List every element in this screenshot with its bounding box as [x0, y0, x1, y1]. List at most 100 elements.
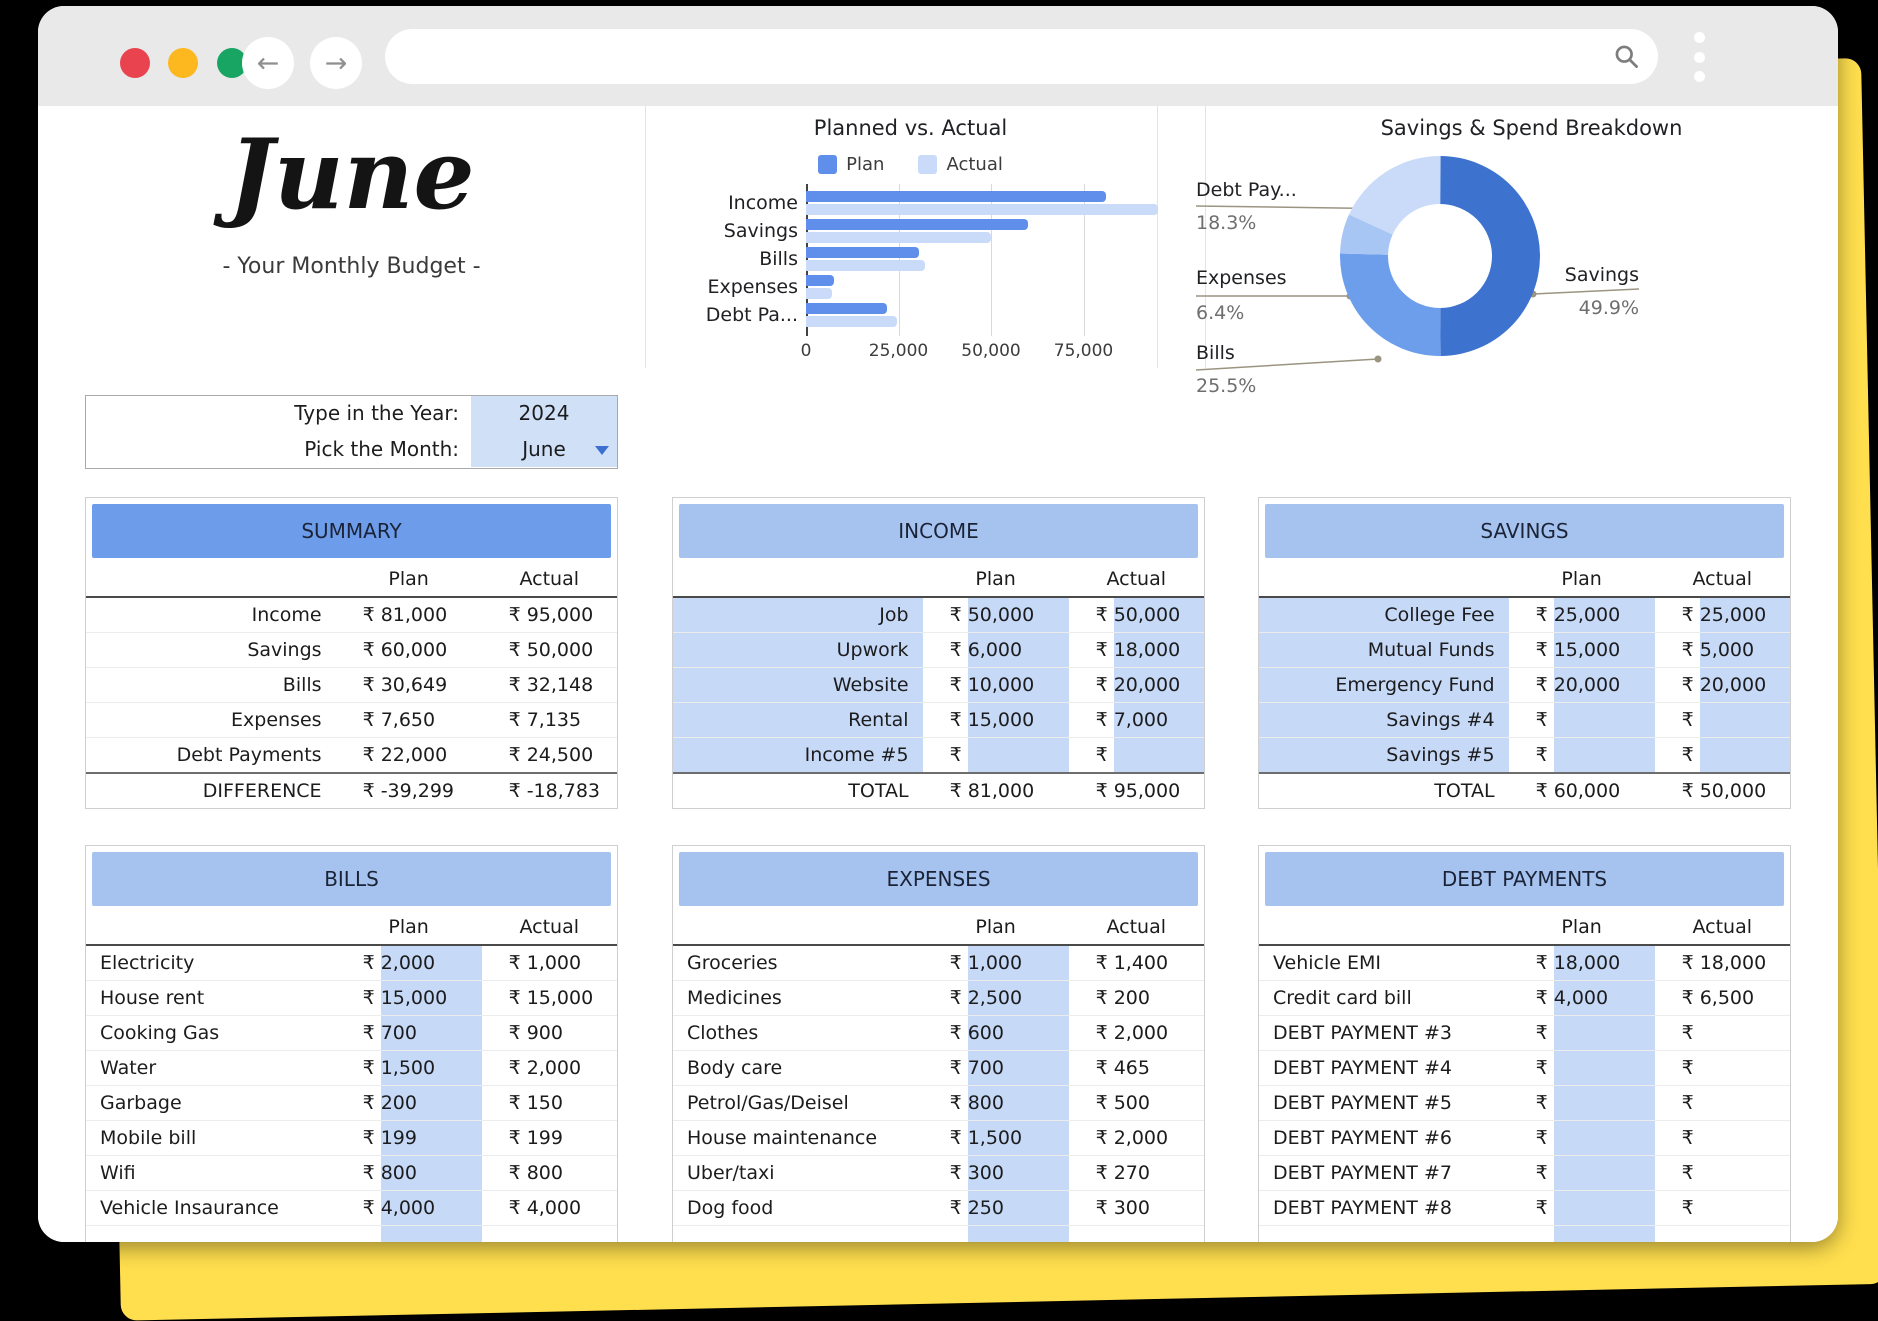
plan-value-cell[interactable]: 15,000	[967, 703, 1069, 737]
row-label-cell[interactable]: House maintenance	[687, 1127, 878, 1149]
plan-value-cell[interactable]: 25,000	[1553, 598, 1655, 632]
plan-value-cell[interactable]: 800	[380, 1156, 482, 1190]
row-label-cell[interactable]: Rental	[673, 703, 923, 737]
actual-value-cell[interactable]: 1,000	[526, 952, 582, 974]
row-label-cell[interactable]: Uber/taxi	[687, 1162, 775, 1184]
actual-value-cell[interactable]	[1699, 703, 1790, 737]
actual-value-cell[interactable]: -18,783	[526, 780, 601, 802]
row-label-cell[interactable]: Water	[100, 1057, 157, 1079]
row-label-cell[interactable]: Savings #4	[1259, 703, 1509, 737]
row-label-cell[interactable]: TOTAL	[1259, 774, 1509, 808]
row-label-cell[interactable]: Petrol/Gas/Deisel	[687, 1092, 849, 1114]
plan-value-cell[interactable]: 1,500	[380, 1051, 482, 1085]
actual-value-cell[interactable]: 95,000	[526, 604, 594, 626]
row-label-cell[interactable]: Body care	[687, 1057, 783, 1079]
plan-value-cell[interactable]: 20,000	[1553, 668, 1655, 702]
row-label-cell[interactable]: Mutual Funds	[1259, 633, 1509, 667]
row-label-cell[interactable]: DEBT PAYMENT #5	[1273, 1092, 1452, 1114]
actual-value-cell[interactable]: 4,000	[526, 1197, 582, 1219]
actual-value-cell[interactable]	[1700, 1016, 1790, 1050]
plan-value-cell[interactable]: 10,000	[967, 668, 1069, 702]
actual-value-cell[interactable]: 50,000	[1699, 774, 1790, 808]
row-label-cell[interactable]: Groceries	[687, 952, 778, 974]
plan-value-cell[interactable]: 600	[967, 1016, 1069, 1050]
actual-value-cell[interactable]	[1700, 1156, 1790, 1190]
row-label-cell[interactable]: Savings #5	[1259, 738, 1509, 772]
row-label-cell[interactable]: Savings	[247, 639, 322, 661]
actual-value-cell[interactable]: 24,500	[526, 744, 594, 766]
row-label-cell[interactable]: Debt Payments	[176, 744, 322, 766]
actual-value-cell[interactable]: 800	[526, 1162, 563, 1184]
plan-value-cell[interactable]: 4,000	[380, 1191, 482, 1225]
actual-value-cell[interactable]: 50,000	[526, 639, 594, 661]
plan-value-cell[interactable]: 60,000	[380, 639, 448, 661]
search-icon[interactable]	[1613, 43, 1640, 70]
actual-value-cell[interactable]: 2,000	[1113, 1022, 1169, 1044]
actual-value-cell[interactable]: 2,000	[1113, 1127, 1169, 1149]
actual-value-cell[interactable]: 32,148	[526, 674, 594, 696]
address-bar[interactable]	[385, 29, 1658, 84]
window-close-button[interactable]	[120, 48, 150, 78]
plan-value-cell[interactable]	[1553, 1016, 1655, 1050]
plan-value-cell[interactable]: 50,000	[967, 598, 1069, 632]
window-minimize-button[interactable]	[168, 48, 198, 78]
plan-value-cell[interactable]: 200	[380, 1086, 482, 1120]
row-label-cell[interactable]: Emergency Fund	[1259, 668, 1509, 702]
plan-value-cell[interactable]: 81,000	[967, 774, 1069, 808]
plan-value-cell[interactable]	[1553, 1191, 1655, 1225]
month-dropdown-cell[interactable]: June	[471, 431, 617, 467]
actual-value-cell[interactable]: 300	[1113, 1197, 1150, 1219]
actual-value-cell[interactable]: 20,000	[1113, 668, 1204, 702]
actual-value-cell[interactable]: 7,135	[526, 709, 582, 731]
row-label-cell[interactable]: DEBT PAYMENT #8	[1273, 1197, 1452, 1219]
plan-value-cell[interactable]: 7,650	[380, 709, 436, 731]
plan-value-cell[interactable]: 2,500	[967, 981, 1069, 1015]
row-label-cell[interactable]: Website	[673, 668, 923, 702]
row-label-cell[interactable]: Upwork	[673, 633, 923, 667]
plan-value-cell[interactable]: 18,000	[1553, 946, 1655, 980]
back-button[interactable]: ←	[242, 37, 294, 89]
actual-value-cell[interactable]: 1,400	[1113, 952, 1169, 974]
plan-value-cell[interactable]: 700	[967, 1051, 1069, 1085]
row-label-cell[interactable]: Wifi	[100, 1162, 136, 1184]
actual-value-cell[interactable]	[1700, 1121, 1790, 1155]
plan-value-cell[interactable]	[1553, 1051, 1655, 1085]
plan-value-cell[interactable]	[1553, 1121, 1655, 1155]
actual-value-cell[interactable]: 199	[526, 1127, 563, 1149]
row-label-cell[interactable]: DEBT PAYMENT #4	[1273, 1057, 1452, 1079]
row-label-cell[interactable]: Income	[251, 604, 322, 626]
actual-value-cell[interactable]	[1113, 738, 1204, 772]
plan-value-cell[interactable]: 22,000	[380, 744, 448, 766]
plan-value-cell[interactable]: 250	[967, 1191, 1069, 1225]
plan-value-cell[interactable]: 2,000	[380, 946, 482, 980]
plan-value-cell[interactable]: 4,000	[1553, 981, 1655, 1015]
row-label-cell[interactable]: Medicines	[687, 987, 782, 1009]
chevron-down-icon[interactable]	[595, 445, 609, 455]
plan-value-cell[interactable]: 700	[380, 1016, 482, 1050]
actual-value-cell[interactable]: 20,000	[1699, 668, 1790, 702]
actual-value-cell[interactable]: 15,000	[526, 987, 594, 1009]
plan-value-cell[interactable]	[1553, 1086, 1655, 1120]
forward-button[interactable]: →	[310, 37, 362, 89]
kebab-menu-icon[interactable]	[1694, 32, 1708, 82]
plan-value-cell[interactable]: 81,000	[380, 604, 448, 626]
row-label-cell[interactable]: Credit card bill	[1273, 987, 1412, 1009]
actual-value-cell[interactable]	[1700, 1051, 1790, 1085]
actual-value-cell[interactable]	[1699, 738, 1790, 772]
actual-value-cell[interactable]: 50,000	[1113, 598, 1204, 632]
row-label-cell[interactable]: Dog food	[687, 1197, 774, 1219]
plan-value-cell[interactable]: 60,000	[1553, 774, 1655, 808]
actual-value-cell[interactable]: 25,000	[1699, 598, 1790, 632]
actual-value-cell[interactable]	[1700, 1086, 1790, 1120]
row-label-cell[interactable]: Mobile bill	[100, 1127, 197, 1149]
actual-value-cell[interactable]: 150	[526, 1092, 563, 1114]
actual-value-cell[interactable]: 2,000	[526, 1057, 582, 1079]
year-input-cell[interactable]: 2024	[471, 396, 617, 432]
plan-value-cell[interactable]: 1,500	[967, 1121, 1069, 1155]
actual-value-cell[interactable]: 900	[526, 1022, 563, 1044]
row-label-cell[interactable]: TOTAL	[673, 774, 923, 808]
actual-value-cell[interactable]: 95,000	[1113, 774, 1204, 808]
row-label-cell[interactable]: Income #5	[673, 738, 923, 772]
plan-value-cell[interactable]: 30,649	[380, 674, 448, 696]
row-label-cell[interactable]: Garbage	[100, 1092, 182, 1114]
